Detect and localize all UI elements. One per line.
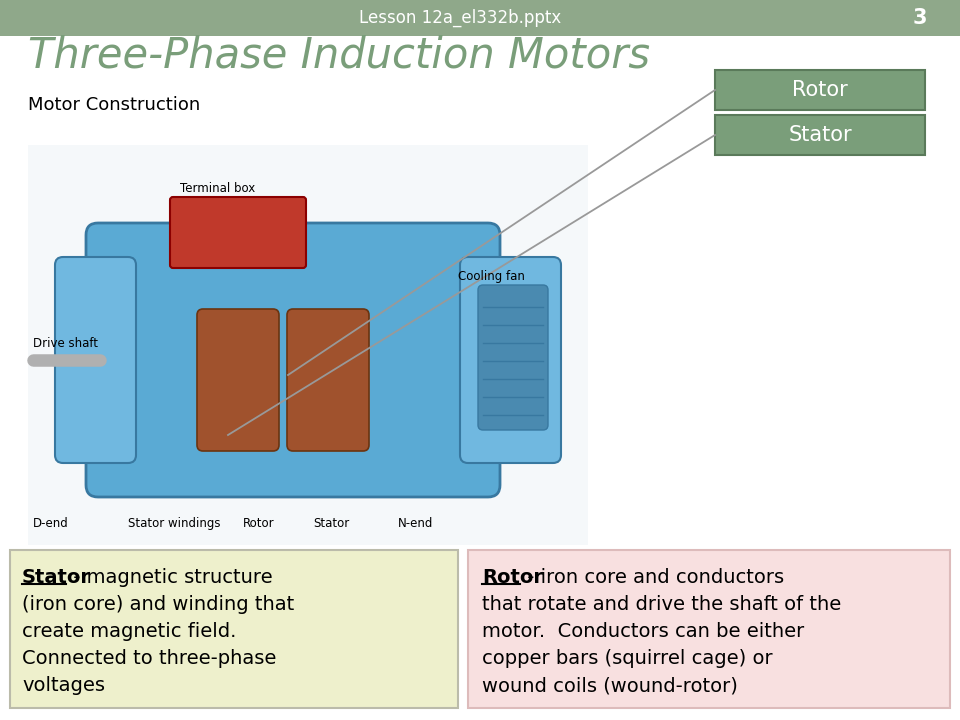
Text: copper bars (squirrel cage) or: copper bars (squirrel cage) or (482, 649, 773, 668)
Text: Connected to three-phase: Connected to three-phase (22, 649, 276, 668)
FancyBboxPatch shape (86, 223, 500, 497)
Text: Drive shaft: Drive shaft (33, 337, 98, 350)
Text: Rotor: Rotor (482, 568, 543, 587)
Text: Stator: Stator (313, 517, 349, 530)
Text: Stator: Stator (788, 125, 852, 145)
Text: Terminal box: Terminal box (180, 182, 255, 195)
Text: voltages: voltages (22, 676, 105, 695)
Text: Cooling fan: Cooling fan (458, 270, 525, 283)
Text: Motor Construction: Motor Construction (28, 96, 201, 114)
Text: Three-Phase Induction Motors: Three-Phase Induction Motors (28, 35, 650, 77)
Text: that rotate and drive the shaft of the: that rotate and drive the shaft of the (482, 595, 841, 614)
FancyBboxPatch shape (478, 285, 548, 430)
FancyBboxPatch shape (715, 115, 925, 155)
Text: (iron core) and winding that: (iron core) and winding that (22, 595, 295, 614)
Text: Lesson 12a_el332b.pptx: Lesson 12a_el332b.pptx (359, 9, 562, 27)
Text: Stator windings: Stator windings (128, 517, 221, 530)
Text: N-end: N-end (398, 517, 433, 530)
Text: create magnetic field.: create magnetic field. (22, 622, 236, 641)
FancyBboxPatch shape (197, 309, 279, 451)
Bar (28, 145, 588, 545)
Bar (10, 550, 458, 708)
Bar (468, 550, 950, 708)
Text: 3: 3 (913, 8, 927, 28)
Text: Rotor: Rotor (243, 517, 275, 530)
FancyBboxPatch shape (170, 197, 306, 268)
Text: - magnetic structure: - magnetic structure (67, 568, 273, 587)
Text: - iron core and conductors: - iron core and conductors (521, 568, 784, 587)
FancyBboxPatch shape (55, 257, 136, 463)
FancyBboxPatch shape (460, 257, 561, 463)
Text: Stator: Stator (22, 568, 91, 587)
Bar (0, 0, 960, 36)
Text: wound coils (wound-rotor): wound coils (wound-rotor) (482, 676, 738, 695)
Text: D-end: D-end (33, 517, 69, 530)
Text: motor.  Conductors can be either: motor. Conductors can be either (482, 622, 804, 641)
FancyBboxPatch shape (715, 70, 925, 110)
Text: Rotor: Rotor (792, 80, 848, 100)
FancyBboxPatch shape (287, 309, 369, 451)
